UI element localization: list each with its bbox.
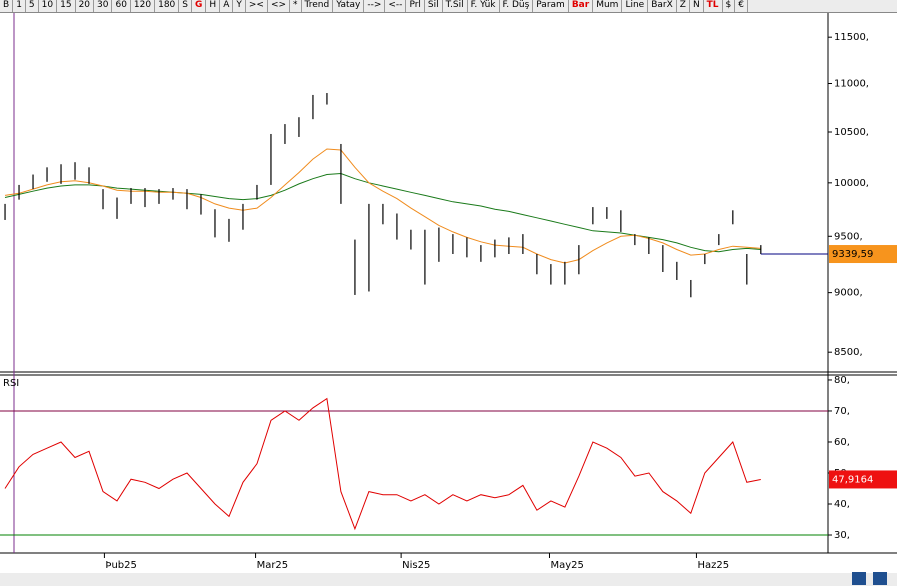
y-tick-label: 10000, [834,178,869,189]
status-bar [0,573,897,586]
toolbar-button[interactable]: Mum [593,0,623,12]
toolbar-button[interactable]: T.Sil [443,0,468,12]
last-price-box [829,245,897,264]
toolbar-button[interactable]: Prl [406,0,425,12]
y-tick-label: 11000, [834,79,869,90]
toolbar-button[interactable]: TL [704,0,723,12]
last-value-label: 47,9164 [832,474,873,485]
toolbar-button[interactable]: Sil [425,0,443,12]
toolbar-button[interactable]: 15 [57,0,76,12]
indicator-line [4,397,761,531]
toolbar-button[interactable]: H [206,0,221,12]
y-tick-label: 40, [834,499,850,510]
toolbar-button[interactable]: N [690,0,704,12]
y-tick-label: 10500, [834,127,869,138]
toolbar-button[interactable]: >< [246,0,268,12]
toolbar-button[interactable]: Trend [302,0,334,12]
toolbar-button[interactable]: $ [723,0,736,12]
toolbar-button[interactable]: 60 [112,0,131,12]
toolbar-button[interactable]: A [220,0,234,12]
toolbar-button[interactable]: 10 [39,0,58,12]
toolbar-button[interactable]: S [179,0,193,12]
last-value-box [829,470,897,489]
y-tick-label: 30, [834,530,850,541]
toolbar-button[interactable]: --> [364,0,386,12]
toolbar-button[interactable]: 120 [131,0,156,12]
y-tick-label: 80, [834,375,850,386]
toolbar-button[interactable]: G [192,0,207,12]
toolbar-button[interactable]: Yatay [333,0,365,12]
toolbar-button[interactable]: <> [268,0,291,12]
x-tick-label: May25 [550,560,583,571]
last-price-label: 9339,59 [832,249,873,260]
y-tick-label: 8500, [834,347,863,358]
toolbar-button[interactable]: Line [622,0,649,12]
toolbar-button[interactable]: BarX [648,0,677,12]
toolbar-button[interactable]: € [735,0,749,12]
toolbar-button[interactable]: 180 [155,0,180,12]
y-tick-label: 60, [834,437,850,448]
toolbar-button[interactable]: 30 [94,0,113,12]
toolbar-button[interactable]: B [0,0,14,12]
toolbar-button[interactable]: <-- [385,0,407,12]
toolbar-button[interactable]: 1 [13,0,26,12]
y-tick-label: 9000, [834,288,863,299]
toolbar-button[interactable]: 5 [26,0,39,12]
x-tick-label: Þub25 [105,560,136,571]
toolbar: B 1 5 10 15 20 30 60 120 180 S G H A Y >< <> * Trend Yatay -… [0,0,897,13]
icon [852,572,866,585]
toolbar-button[interactable]: Bar [569,0,594,12]
charts: 11500, 11000, 10500, 10000, 9500, 9000, 8500, 9… [0,13,897,586]
toolbar-button[interactable]: Y [233,0,246,12]
toolbar-button[interactable]: 20 [76,0,95,12]
y-tick-label: 11500, [834,32,869,43]
toolbar-button[interactable]: * [290,0,302,12]
toolbar-button[interactable]: F. Düş [500,0,534,12]
toolbar-button[interactable]: Param [533,0,569,12]
y-tick-label: 70, [834,406,850,417]
x-tick-label: Nis25 [402,560,430,571]
toolbar-button[interactable]: Z [677,0,690,12]
background [0,13,897,586]
x-tick-label: Haz25 [697,560,729,571]
x-tick-label: Mar25 [257,560,289,571]
panel-title: RSI [3,378,19,389]
icon [873,572,887,585]
y-tick-label: 9500, [834,231,863,242]
toolbar-button[interactable]: F. Yük [468,0,500,12]
